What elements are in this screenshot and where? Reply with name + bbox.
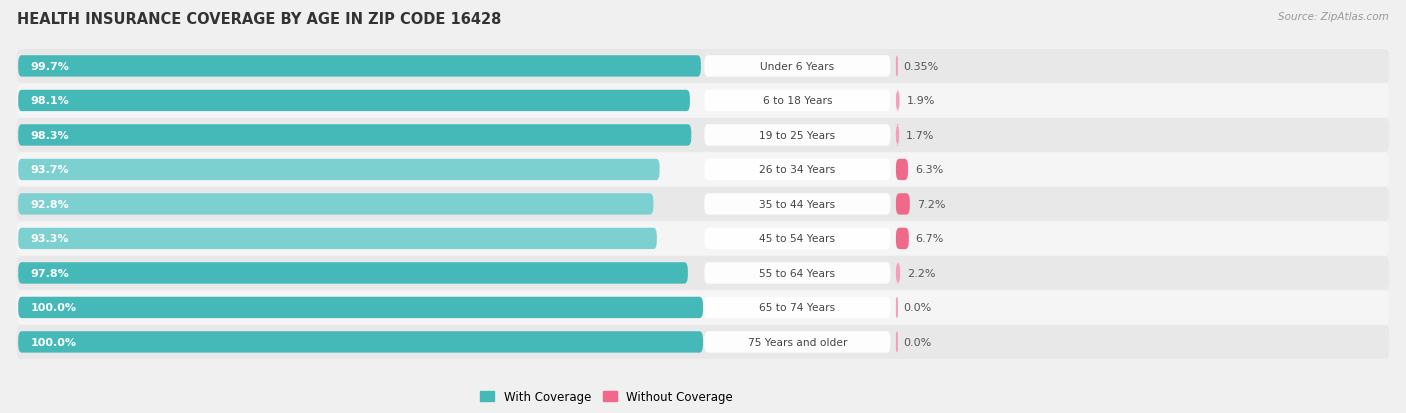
Text: 2.2%: 2.2% [907, 268, 935, 278]
FancyBboxPatch shape [18, 159, 659, 181]
FancyBboxPatch shape [704, 263, 890, 284]
FancyBboxPatch shape [704, 90, 890, 112]
Text: HEALTH INSURANCE COVERAGE BY AGE IN ZIP CODE 16428: HEALTH INSURANCE COVERAGE BY AGE IN ZIP … [17, 12, 502, 27]
FancyBboxPatch shape [896, 297, 898, 318]
Text: 99.7%: 99.7% [31, 62, 69, 72]
FancyBboxPatch shape [704, 228, 890, 249]
Text: 7.2%: 7.2% [917, 199, 945, 209]
FancyBboxPatch shape [17, 50, 1389, 84]
Text: 65 to 74 Years: 65 to 74 Years [759, 303, 835, 313]
FancyBboxPatch shape [704, 194, 890, 215]
FancyBboxPatch shape [17, 84, 1389, 118]
Text: 92.8%: 92.8% [31, 199, 69, 209]
Text: 93.3%: 93.3% [31, 234, 69, 244]
FancyBboxPatch shape [17, 291, 1389, 325]
FancyBboxPatch shape [896, 159, 908, 181]
FancyBboxPatch shape [896, 228, 908, 249]
Text: 100.0%: 100.0% [31, 337, 76, 347]
Text: 1.9%: 1.9% [907, 96, 935, 106]
Text: 45 to 54 Years: 45 to 54 Years [759, 234, 835, 244]
FancyBboxPatch shape [18, 297, 703, 318]
FancyBboxPatch shape [17, 325, 1389, 359]
FancyBboxPatch shape [18, 263, 688, 284]
FancyBboxPatch shape [18, 194, 654, 215]
Text: 97.8%: 97.8% [31, 268, 69, 278]
Text: 55 to 64 Years: 55 to 64 Years [759, 268, 835, 278]
FancyBboxPatch shape [896, 263, 900, 284]
Text: 0.0%: 0.0% [903, 303, 931, 313]
Text: 1.7%: 1.7% [905, 131, 935, 140]
Text: 6.3%: 6.3% [915, 165, 943, 175]
Text: 0.0%: 0.0% [903, 337, 931, 347]
Text: 35 to 44 Years: 35 to 44 Years [759, 199, 835, 209]
FancyBboxPatch shape [17, 256, 1389, 290]
FancyBboxPatch shape [17, 222, 1389, 256]
Text: 19 to 25 Years: 19 to 25 Years [759, 131, 835, 140]
FancyBboxPatch shape [704, 159, 890, 181]
Text: Source: ZipAtlas.com: Source: ZipAtlas.com [1278, 12, 1389, 22]
FancyBboxPatch shape [896, 331, 898, 353]
Text: 98.1%: 98.1% [31, 96, 69, 106]
FancyBboxPatch shape [18, 228, 657, 249]
Text: 26 to 34 Years: 26 to 34 Years [759, 165, 835, 175]
Text: 0.35%: 0.35% [904, 62, 939, 72]
Legend: With Coverage, Without Coverage: With Coverage, Without Coverage [479, 390, 733, 403]
FancyBboxPatch shape [17, 119, 1389, 152]
FancyBboxPatch shape [18, 90, 690, 112]
Text: 93.7%: 93.7% [31, 165, 69, 175]
FancyBboxPatch shape [17, 188, 1389, 221]
FancyBboxPatch shape [17, 153, 1389, 187]
Text: 6.7%: 6.7% [915, 234, 943, 244]
Text: Under 6 Years: Under 6 Years [761, 62, 834, 72]
FancyBboxPatch shape [896, 56, 898, 78]
FancyBboxPatch shape [18, 331, 703, 353]
FancyBboxPatch shape [896, 125, 900, 146]
FancyBboxPatch shape [704, 297, 890, 318]
Text: 6 to 18 Years: 6 to 18 Years [762, 96, 832, 106]
FancyBboxPatch shape [18, 125, 692, 146]
FancyBboxPatch shape [18, 56, 702, 78]
FancyBboxPatch shape [704, 125, 890, 146]
FancyBboxPatch shape [704, 331, 890, 353]
FancyBboxPatch shape [896, 90, 900, 112]
Text: 100.0%: 100.0% [31, 303, 76, 313]
FancyBboxPatch shape [896, 194, 910, 215]
FancyBboxPatch shape [704, 56, 890, 78]
Text: 75 Years and older: 75 Years and older [748, 337, 848, 347]
Text: 98.3%: 98.3% [31, 131, 69, 140]
